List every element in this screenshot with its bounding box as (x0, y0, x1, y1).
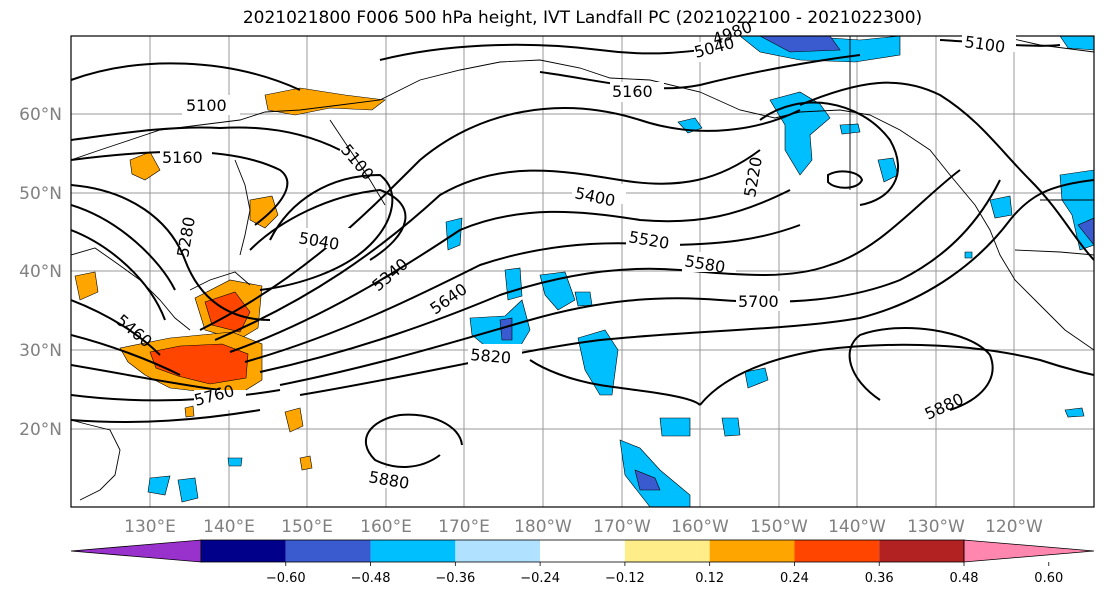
map-title: 2021021800 F006 500 hPa height, IVT Land… (242, 8, 923, 28)
contour-labels: 5100 5160 5100 5280 5040 5340 5460 5640 … (112, 17, 1016, 493)
contour-label: 5160 (162, 148, 203, 167)
colorbar-segment (709, 540, 795, 562)
lat-label: 30°N (19, 341, 62, 361)
colorbar-tick-label: 0.36 (865, 571, 894, 586)
colorbar-tick-label: −0.60 (266, 571, 306, 586)
latitude-labels: 60°N 50°N 40°N 30°N 20°N (19, 105, 62, 440)
colorbar-tick-label: −0.24 (520, 571, 560, 586)
lat-label: 40°N (19, 262, 62, 282)
lon-label: 180°W (514, 517, 572, 537)
contour-label: 5160 (612, 82, 653, 101)
colorbar-segment (879, 540, 964, 562)
colorbar-segment (794, 540, 880, 562)
lon-label: 130°E (124, 517, 176, 537)
colorbar-tick-label: 0.24 (780, 571, 809, 586)
colorbar-outline (200, 539, 965, 563)
ivt-positive-patches (74, 87, 386, 471)
colorbar-extend-low (70, 539, 202, 563)
lon-label: 170°E (438, 517, 490, 537)
lon-label: 130°W (907, 517, 965, 537)
lat-label: 20°N (19, 420, 62, 440)
colorbar-segment (201, 540, 286, 562)
lat-label: 60°N (19, 105, 62, 125)
coastlines (71, 36, 1094, 501)
colorbar-segment (624, 540, 710, 562)
contour-label: 5100 (186, 96, 227, 115)
lat-label: 50°N (19, 184, 62, 204)
colorbar-tick-label: −0.12 (605, 571, 645, 586)
colorbar-extend-high (963, 539, 1095, 563)
lon-label: 120°W (985, 517, 1043, 537)
colorbar-tick-label: 0.12 (695, 571, 724, 586)
colorbar-tick-label: −0.36 (435, 571, 475, 586)
lon-label: 140°W (828, 517, 886, 537)
graticule (71, 36, 1094, 507)
colorbar-tick-label: 0.48 (950, 571, 979, 586)
colorbar: −0.60 −0.48 −0.36 −0.24 −0.12 0.12 0.24 0.36 0.4… (70, 539, 1095, 586)
lon-label: 140°E (203, 517, 255, 537)
colorbar-tick-label: −0.48 (351, 571, 391, 586)
colorbar-segment (455, 540, 541, 562)
lon-label: 150°W (750, 517, 808, 537)
colorbar-segment (540, 540, 625, 562)
colorbar-segment (285, 540, 371, 562)
lon-label: 170°W (593, 517, 651, 537)
contour-label: 5700 (738, 292, 779, 311)
map-frame (70, 35, 1095, 508)
colorbar-segment (370, 540, 456, 562)
longitude-labels: 130°E 140°E 150°E 160°E 170°E 180°W 170°… (124, 517, 1043, 537)
colorbar-tick-label: 0.60 (1034, 571, 1063, 586)
lon-label: 160°E (360, 517, 412, 537)
lon-label: 160°W (671, 517, 729, 537)
contour-label: 5820 (470, 345, 512, 367)
lon-label: 150°E (281, 517, 333, 537)
